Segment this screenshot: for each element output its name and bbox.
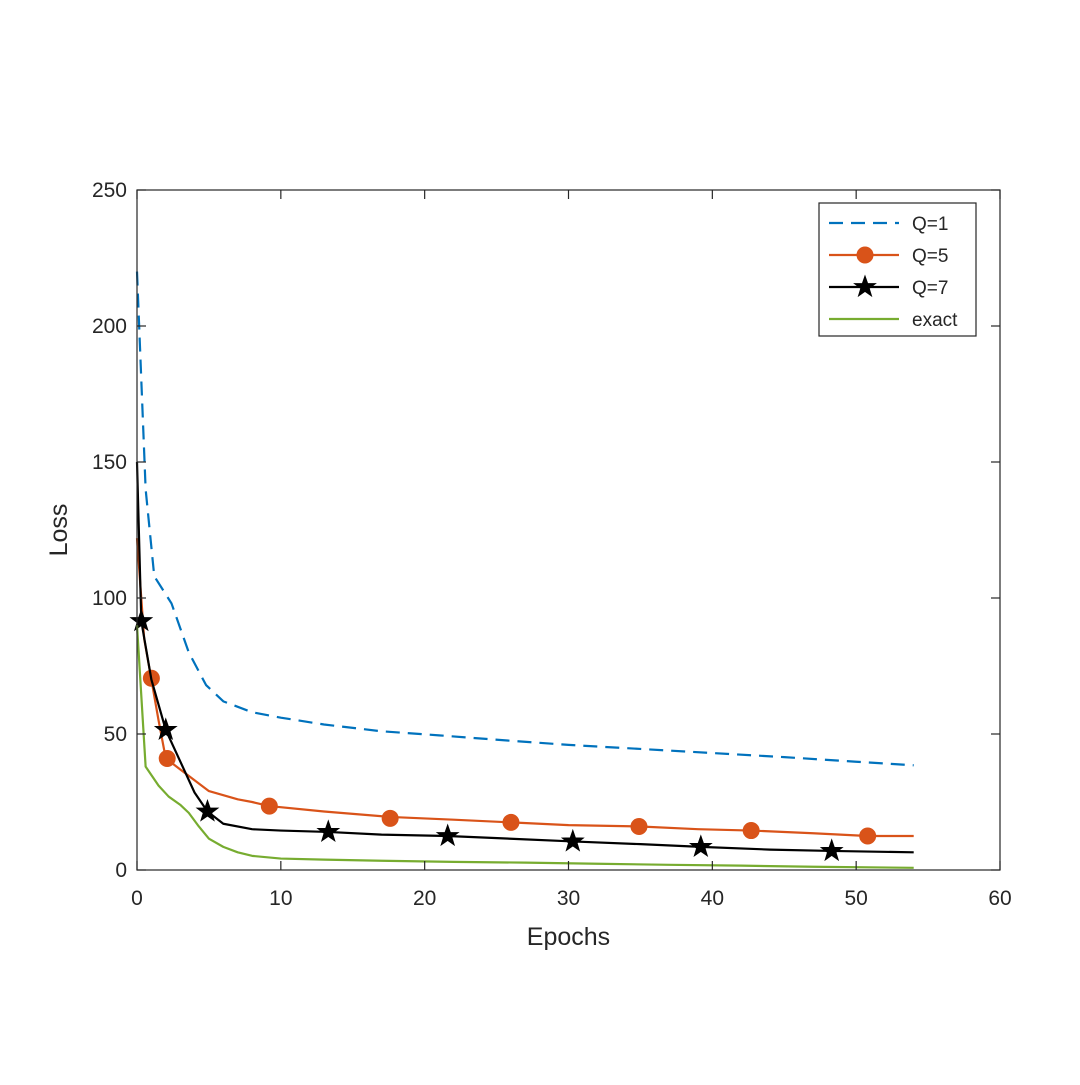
x-axis-label: Epochs bbox=[527, 923, 610, 951]
y-tick-label: 0 bbox=[115, 859, 127, 882]
data-point-q-5 bbox=[260, 797, 278, 815]
series-line-q-7 bbox=[135, 461, 914, 854]
y-axis: 0 50 100 150 200 250 bbox=[92, 179, 1000, 882]
legend-label: Q=5 bbox=[912, 246, 948, 267]
y-tick-label: 100 bbox=[92, 587, 127, 610]
legend-item-q-7: Q=7 bbox=[829, 274, 948, 299]
data-point-q-5 bbox=[859, 827, 877, 845]
data-point-q-7 bbox=[129, 608, 154, 632]
data-point-q-7 bbox=[560, 828, 585, 852]
data-point-q-5 bbox=[158, 749, 176, 767]
data-point-q-5 bbox=[630, 817, 648, 835]
x-tick-label: 0 bbox=[131, 887, 143, 910]
legend-item-q-1: Q=1 bbox=[829, 214, 948, 235]
legend-item-q-5: Q=5 bbox=[829, 246, 948, 267]
legend-label: exact bbox=[912, 310, 958, 331]
y-tick-label: 200 bbox=[92, 315, 127, 338]
x-axis: 0 10 20 30 40 50 60 bbox=[131, 190, 1012, 910]
series-q-1 bbox=[135, 271, 914, 767]
legend-box bbox=[818, 202, 977, 337]
x-tick-label: 40 bbox=[701, 887, 724, 910]
data-point-q-7 bbox=[435, 823, 460, 847]
data-point-q-7 bbox=[153, 717, 178, 741]
data-point-q-5 bbox=[742, 822, 760, 840]
x-tick-label: 50 bbox=[844, 887, 867, 910]
data-point-q-5 bbox=[381, 809, 399, 827]
data-point-q-7 bbox=[688, 834, 713, 858]
y-tick-label: 250 bbox=[92, 179, 127, 202]
series-line-q-5 bbox=[135, 538, 914, 838]
plot-series-group bbox=[129, 271, 914, 869]
series-line-q-1 bbox=[135, 271, 914, 767]
legend: Q=1 Q=5 Q=7 exact bbox=[818, 202, 977, 337]
series-line-exact bbox=[135, 625, 914, 869]
series-exact bbox=[135, 625, 914, 869]
data-point-q-7 bbox=[316, 819, 341, 843]
x-tick-label: 10 bbox=[269, 887, 292, 910]
y-tick-label: 150 bbox=[92, 451, 127, 474]
x-tick-label: 30 bbox=[557, 887, 580, 910]
y-axis-label: Loss bbox=[45, 504, 73, 557]
data-point-q-7 bbox=[819, 838, 844, 862]
x-tick-label: 20 bbox=[413, 887, 436, 910]
legend-label: Q=1 bbox=[912, 214, 948, 235]
data-point-q-7 bbox=[195, 798, 220, 822]
x-tick-label: 60 bbox=[988, 887, 1011, 910]
legend-marker bbox=[856, 246, 874, 264]
legend-label: Q=7 bbox=[912, 278, 948, 299]
series-q-5 bbox=[135, 538, 914, 845]
legend-item-exact: exact bbox=[829, 310, 958, 331]
series-q-7 bbox=[129, 461, 914, 862]
y-tick-label: 50 bbox=[104, 723, 127, 746]
data-point-q-5 bbox=[502, 813, 520, 831]
legend-marker bbox=[853, 274, 877, 298]
